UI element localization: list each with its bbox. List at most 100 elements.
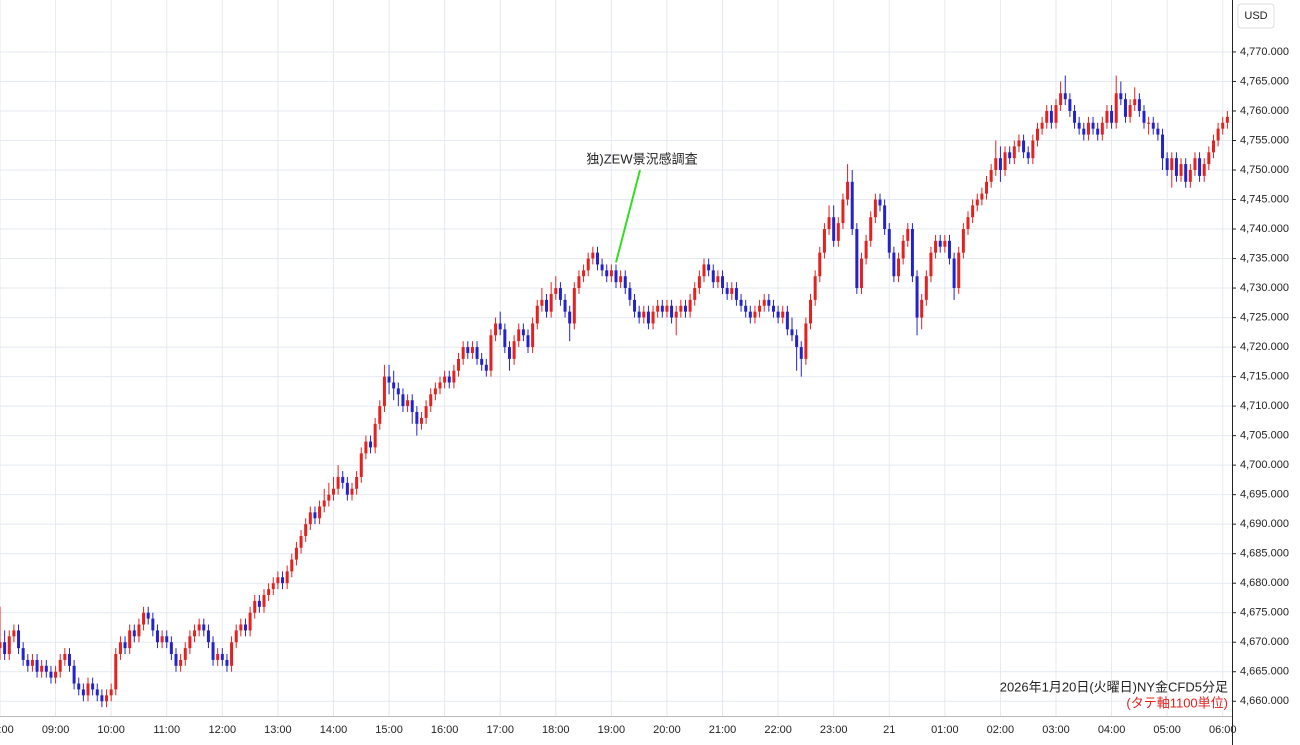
- candle-body: [878, 199, 882, 206]
- candle-body: [744, 305, 748, 312]
- footnote: 2026年1月20日(火曜日)NY金CFD5分足: [1000, 679, 1228, 694]
- candle-body: [739, 299, 743, 306]
- candle-body: [396, 388, 400, 395]
- candle-body: [1170, 158, 1174, 170]
- candle-body: [7, 636, 11, 655]
- candle-body: [1165, 158, 1169, 170]
- x-tick-label: 12:00: [209, 724, 237, 736]
- candle-body: [785, 311, 789, 330]
- candle-body: [1151, 122, 1155, 129]
- x-tick-label: 02:00: [987, 724, 1015, 736]
- candle-body: [512, 341, 516, 359]
- candle-body: [730, 288, 734, 294]
- candle-body: [748, 311, 752, 318]
- candle-body: [234, 630, 238, 643]
- candle-body: [966, 217, 970, 230]
- candle-body: [447, 376, 451, 383]
- candle-body: [299, 535, 303, 548]
- y-tick-label: 4,770.000: [1240, 46, 1289, 58]
- candle-body: [489, 335, 493, 371]
- candle-body: [202, 624, 206, 631]
- candle-body: [484, 364, 488, 371]
- y-tick-label: 4,665.000: [1240, 666, 1289, 678]
- axis-unit: USD: [1244, 10, 1267, 22]
- candle-body: [1105, 110, 1109, 123]
- candle-body: [614, 270, 618, 283]
- candle-body: [457, 358, 461, 371]
- candle-body: [628, 288, 632, 300]
- footnote: (タテ軸1100単位): [1126, 695, 1228, 710]
- candle-body: [67, 654, 71, 666]
- candle-body: [781, 311, 785, 318]
- candle-body: [1086, 122, 1090, 135]
- candle-body: [1045, 110, 1049, 123]
- candle-body: [651, 311, 655, 324]
- candle-body: [54, 671, 58, 678]
- candle-body: [582, 270, 586, 277]
- candle-body: [1184, 164, 1188, 182]
- candle-body: [3, 642, 7, 655]
- candle-body: [660, 305, 664, 312]
- candle-body: [855, 229, 859, 289]
- candle-body: [1073, 110, 1077, 123]
- candle-body: [105, 695, 109, 702]
- x-tick-label: 11:00: [153, 724, 180, 736]
- candle-body: [980, 193, 984, 200]
- candle-body: [975, 199, 979, 206]
- candle-body: [183, 648, 187, 660]
- candle-body: [813, 276, 817, 300]
- candle-body: [1216, 128, 1220, 141]
- annotation: 独)ZEW景況感調査: [586, 151, 697, 166]
- x-tick-label: 03:00: [1042, 724, 1070, 736]
- candle-body: [873, 199, 877, 218]
- candle-body: [1225, 116, 1229, 123]
- candle-body: [1193, 158, 1197, 170]
- candle-body: [507, 347, 511, 359]
- candle-body: [498, 323, 502, 330]
- candle-body: [549, 293, 553, 312]
- candle-body: [290, 559, 294, 572]
- candle-body: [526, 335, 530, 348]
- candle-body: [804, 323, 808, 359]
- candle-body: [1198, 158, 1202, 176]
- candle-body: [359, 453, 363, 477]
- candle-body: [915, 276, 919, 318]
- candle-body: [155, 630, 159, 643]
- y-tick-label: 4,765.000: [1240, 75, 1289, 87]
- candle-body: [86, 683, 90, 696]
- candle-body: [577, 276, 581, 289]
- candle-body: [197, 624, 201, 631]
- candle-body: [313, 512, 317, 519]
- x-tick-label: 10:00: [97, 724, 125, 736]
- candle-body: [1082, 128, 1086, 135]
- candle-body: [920, 299, 924, 318]
- candle-body: [957, 252, 961, 289]
- candle-body: [1128, 105, 1132, 117]
- candle-body: [118, 642, 122, 655]
- candle-body: [697, 276, 701, 289]
- candle-body: [790, 329, 794, 336]
- candle-body: [994, 158, 998, 170]
- candle-body: [883, 205, 887, 230]
- candle-body: [257, 600, 261, 607]
- x-tick-label: 04:00: [1098, 724, 1126, 736]
- annotation-pointer: [615, 169, 641, 263]
- candle-body: [211, 642, 215, 660]
- candle-body: [0, 642, 2, 649]
- y-tick-label: 4,730.000: [1240, 282, 1289, 294]
- candle-body: [558, 288, 562, 300]
- candle-body: [410, 400, 414, 413]
- candle-body: [679, 305, 683, 312]
- candle-body: [832, 217, 836, 241]
- candle-body: [1221, 122, 1225, 129]
- candle-body: [753, 311, 757, 318]
- candle-body: [586, 258, 590, 271]
- candle-body: [128, 630, 132, 649]
- candle-body: [262, 594, 266, 607]
- candle-body: [670, 305, 674, 318]
- candle-body: [1008, 152, 1012, 159]
- candle-body: [836, 223, 840, 241]
- candle-body: [475, 347, 479, 359]
- candle-body: [637, 311, 641, 318]
- candle-body: [869, 217, 873, 241]
